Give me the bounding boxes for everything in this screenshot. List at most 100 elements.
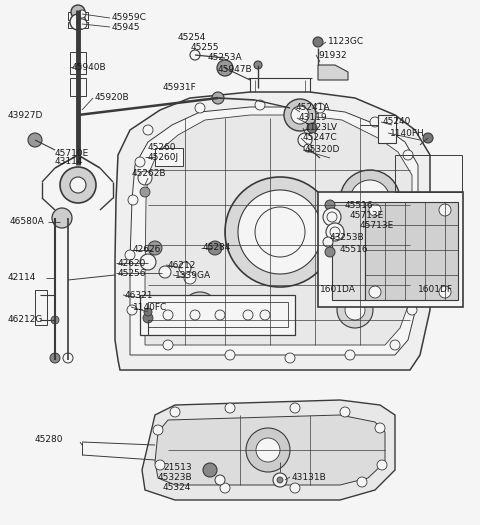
Circle shape — [28, 133, 42, 147]
Circle shape — [350, 180, 390, 220]
Text: 45516: 45516 — [340, 246, 369, 255]
Circle shape — [203, 463, 217, 477]
Text: 45940B: 45940B — [72, 64, 107, 72]
Circle shape — [369, 204, 381, 216]
Circle shape — [170, 407, 180, 417]
Bar — [70, 78, 86, 96]
Polygon shape — [145, 115, 412, 345]
Circle shape — [407, 305, 417, 315]
Text: 45254: 45254 — [178, 34, 206, 43]
Text: 45713E: 45713E — [360, 222, 394, 230]
Circle shape — [143, 313, 153, 323]
Text: 45920B: 45920B — [95, 93, 130, 102]
Circle shape — [413, 195, 423, 205]
Polygon shape — [332, 202, 365, 300]
Circle shape — [125, 250, 135, 260]
Circle shape — [215, 475, 225, 485]
Circle shape — [325, 200, 335, 210]
Circle shape — [163, 310, 173, 320]
Text: 1140FC: 1140FC — [133, 302, 167, 311]
Circle shape — [345, 350, 355, 360]
Text: 45240: 45240 — [383, 118, 411, 127]
Text: 45280: 45280 — [35, 436, 63, 445]
Text: 91932: 91932 — [318, 50, 347, 59]
Circle shape — [190, 300, 210, 320]
Circle shape — [246, 428, 290, 472]
Circle shape — [52, 208, 72, 228]
Circle shape — [70, 177, 86, 193]
Circle shape — [273, 473, 287, 487]
Circle shape — [315, 103, 325, 113]
Circle shape — [225, 403, 235, 413]
Circle shape — [277, 477, 283, 483]
Circle shape — [70, 14, 86, 30]
Text: 46212G: 46212G — [8, 316, 43, 324]
Text: 1601DA: 1601DA — [320, 286, 356, 295]
Circle shape — [63, 353, 73, 363]
Circle shape — [323, 237, 333, 247]
Circle shape — [291, 106, 309, 124]
Circle shape — [163, 340, 173, 350]
Circle shape — [225, 177, 335, 287]
Bar — [140, 295, 295, 335]
Text: 45256: 45256 — [118, 268, 146, 278]
Text: 45262B: 45262B — [132, 170, 167, 179]
Circle shape — [369, 286, 381, 298]
Circle shape — [255, 100, 265, 110]
Bar — [148, 302, 288, 327]
Bar — [68, 22, 88, 28]
Circle shape — [413, 255, 423, 265]
Circle shape — [390, 340, 400, 350]
Text: 42114: 42114 — [8, 274, 36, 282]
Circle shape — [78, 10, 86, 18]
Circle shape — [51, 316, 59, 324]
Text: 45260: 45260 — [148, 143, 177, 152]
Circle shape — [143, 125, 153, 135]
Circle shape — [307, 123, 317, 133]
Text: 45713E: 45713E — [350, 211, 384, 219]
Text: 46212: 46212 — [168, 260, 196, 269]
Bar — [35, 290, 47, 325]
Circle shape — [403, 150, 413, 160]
Text: 43119: 43119 — [299, 113, 328, 122]
Circle shape — [159, 266, 171, 278]
Text: 43253B: 43253B — [330, 234, 365, 243]
Circle shape — [190, 50, 200, 60]
Circle shape — [337, 292, 373, 328]
Bar — [155, 148, 183, 166]
Circle shape — [220, 483, 230, 493]
Text: 45324: 45324 — [163, 482, 192, 491]
Text: 45253A: 45253A — [208, 54, 242, 62]
Circle shape — [323, 208, 341, 226]
Polygon shape — [365, 202, 458, 300]
Text: 46321: 46321 — [125, 290, 154, 299]
Circle shape — [340, 170, 400, 230]
Polygon shape — [115, 92, 430, 370]
Circle shape — [148, 241, 162, 255]
Text: 45931F: 45931F — [163, 83, 197, 92]
Circle shape — [290, 403, 300, 413]
Circle shape — [345, 300, 365, 320]
Circle shape — [182, 292, 218, 328]
Circle shape — [128, 195, 138, 205]
Circle shape — [138, 171, 152, 185]
Circle shape — [326, 223, 344, 241]
Text: 45255: 45255 — [191, 44, 219, 52]
Text: 45516: 45516 — [345, 201, 373, 209]
Circle shape — [357, 477, 367, 487]
Text: 21513: 21513 — [163, 463, 192, 471]
Circle shape — [50, 353, 60, 363]
Text: 45260J: 45260J — [148, 153, 179, 163]
Circle shape — [140, 254, 156, 270]
Circle shape — [153, 425, 163, 435]
Text: 45320D: 45320D — [305, 145, 340, 154]
Circle shape — [298, 133, 312, 147]
Text: 46580A: 46580A — [10, 217, 45, 226]
Circle shape — [327, 212, 337, 222]
Circle shape — [238, 190, 322, 274]
Polygon shape — [155, 415, 385, 485]
Text: 45947B: 45947B — [218, 66, 252, 75]
Circle shape — [285, 353, 295, 363]
Bar — [378, 115, 396, 143]
Bar — [68, 12, 88, 20]
